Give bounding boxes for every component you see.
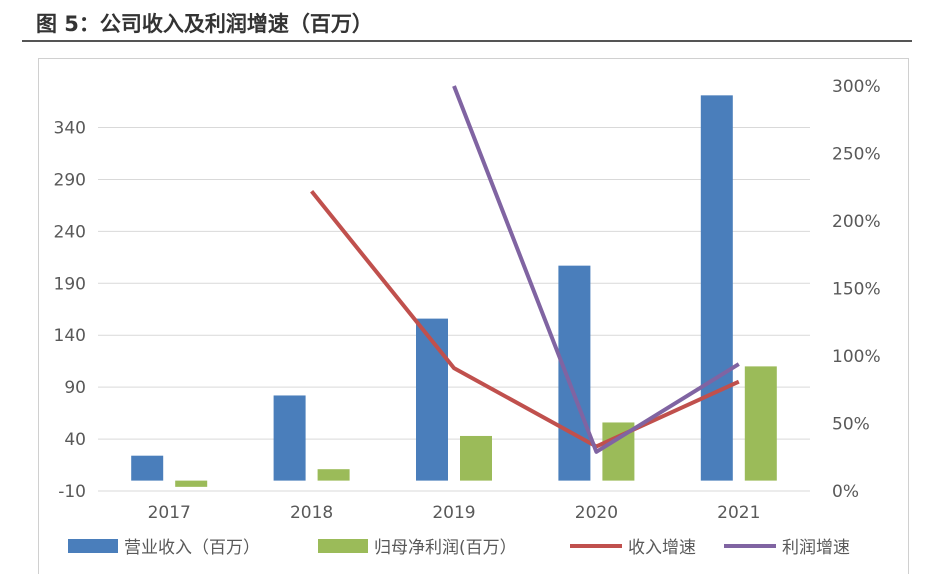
y-right-tick-label: 50% (832, 415, 870, 435)
y-right-tick-label: 300% (832, 77, 881, 97)
y-left-tick-label: 40 (64, 430, 86, 450)
title-rule (22, 40, 912, 42)
x-tick-label: 2019 (432, 503, 475, 523)
revenue-growth-line (310, 190, 740, 449)
gridlines (98, 127, 810, 492)
growth-lines (310, 85, 740, 454)
chart-frame (38, 58, 909, 574)
figure-title: 图 5：公司收入及利润增速（百万） (36, 12, 373, 36)
y-left-tick-label: -10 (58, 482, 86, 502)
revenue-bar-2020 (558, 265, 591, 481)
y-right-tick-label: 100% (832, 347, 881, 367)
profit-bar-2017 (175, 480, 208, 487)
y-left-tick-label: 90 (64, 378, 86, 398)
y-left-tick-label: 140 (54, 326, 86, 346)
y-left-tick-label: 240 (54, 222, 86, 242)
legend-label: 归母净利润(百万） (374, 538, 517, 558)
y-right-tick-label: 250% (832, 145, 881, 165)
legend-swatch (318, 539, 368, 553)
x-tick-label: 2021 (717, 503, 760, 523)
y-left-tick-label: 290 (54, 170, 86, 190)
profit-bar-2018 (317, 469, 350, 481)
x-tick-label: 2020 (575, 503, 618, 523)
y-right-tick-label: 150% (832, 280, 881, 300)
profit-bar-2021 (744, 366, 777, 481)
revenue-bar-2017 (131, 455, 164, 481)
y-right-tick-label: 200% (832, 212, 881, 232)
legend-label: 收入增速 (628, 538, 696, 558)
y-right-tick-label: 0% (832, 482, 859, 502)
revenue-bar-2019 (416, 318, 448, 481)
revenue-bar-2018 (273, 395, 306, 481)
legend-label: 营业收入（百万） (124, 538, 260, 558)
bars (131, 95, 777, 487)
revenue-bar-2021 (700, 95, 733, 481)
profit-growth-line (452, 85, 740, 454)
legend: 营业收入（百万） 归母净利润(百万） 收入增速 利润增速 (68, 538, 850, 558)
x-tick-label: 2017 (148, 503, 191, 523)
profit-bar-2019 (460, 435, 492, 481)
legend-label: 利润增速 (782, 538, 850, 558)
axes: -10 40 90 140 190 240 290 340 0% 50% 100% 150% 200% 2… (54, 77, 881, 523)
y-left-tick-label: 190 (54, 274, 86, 294)
x-tick-label: 2018 (290, 503, 333, 523)
y-left-tick-label: 340 (54, 119, 86, 139)
legend-swatch (68, 539, 118, 553)
